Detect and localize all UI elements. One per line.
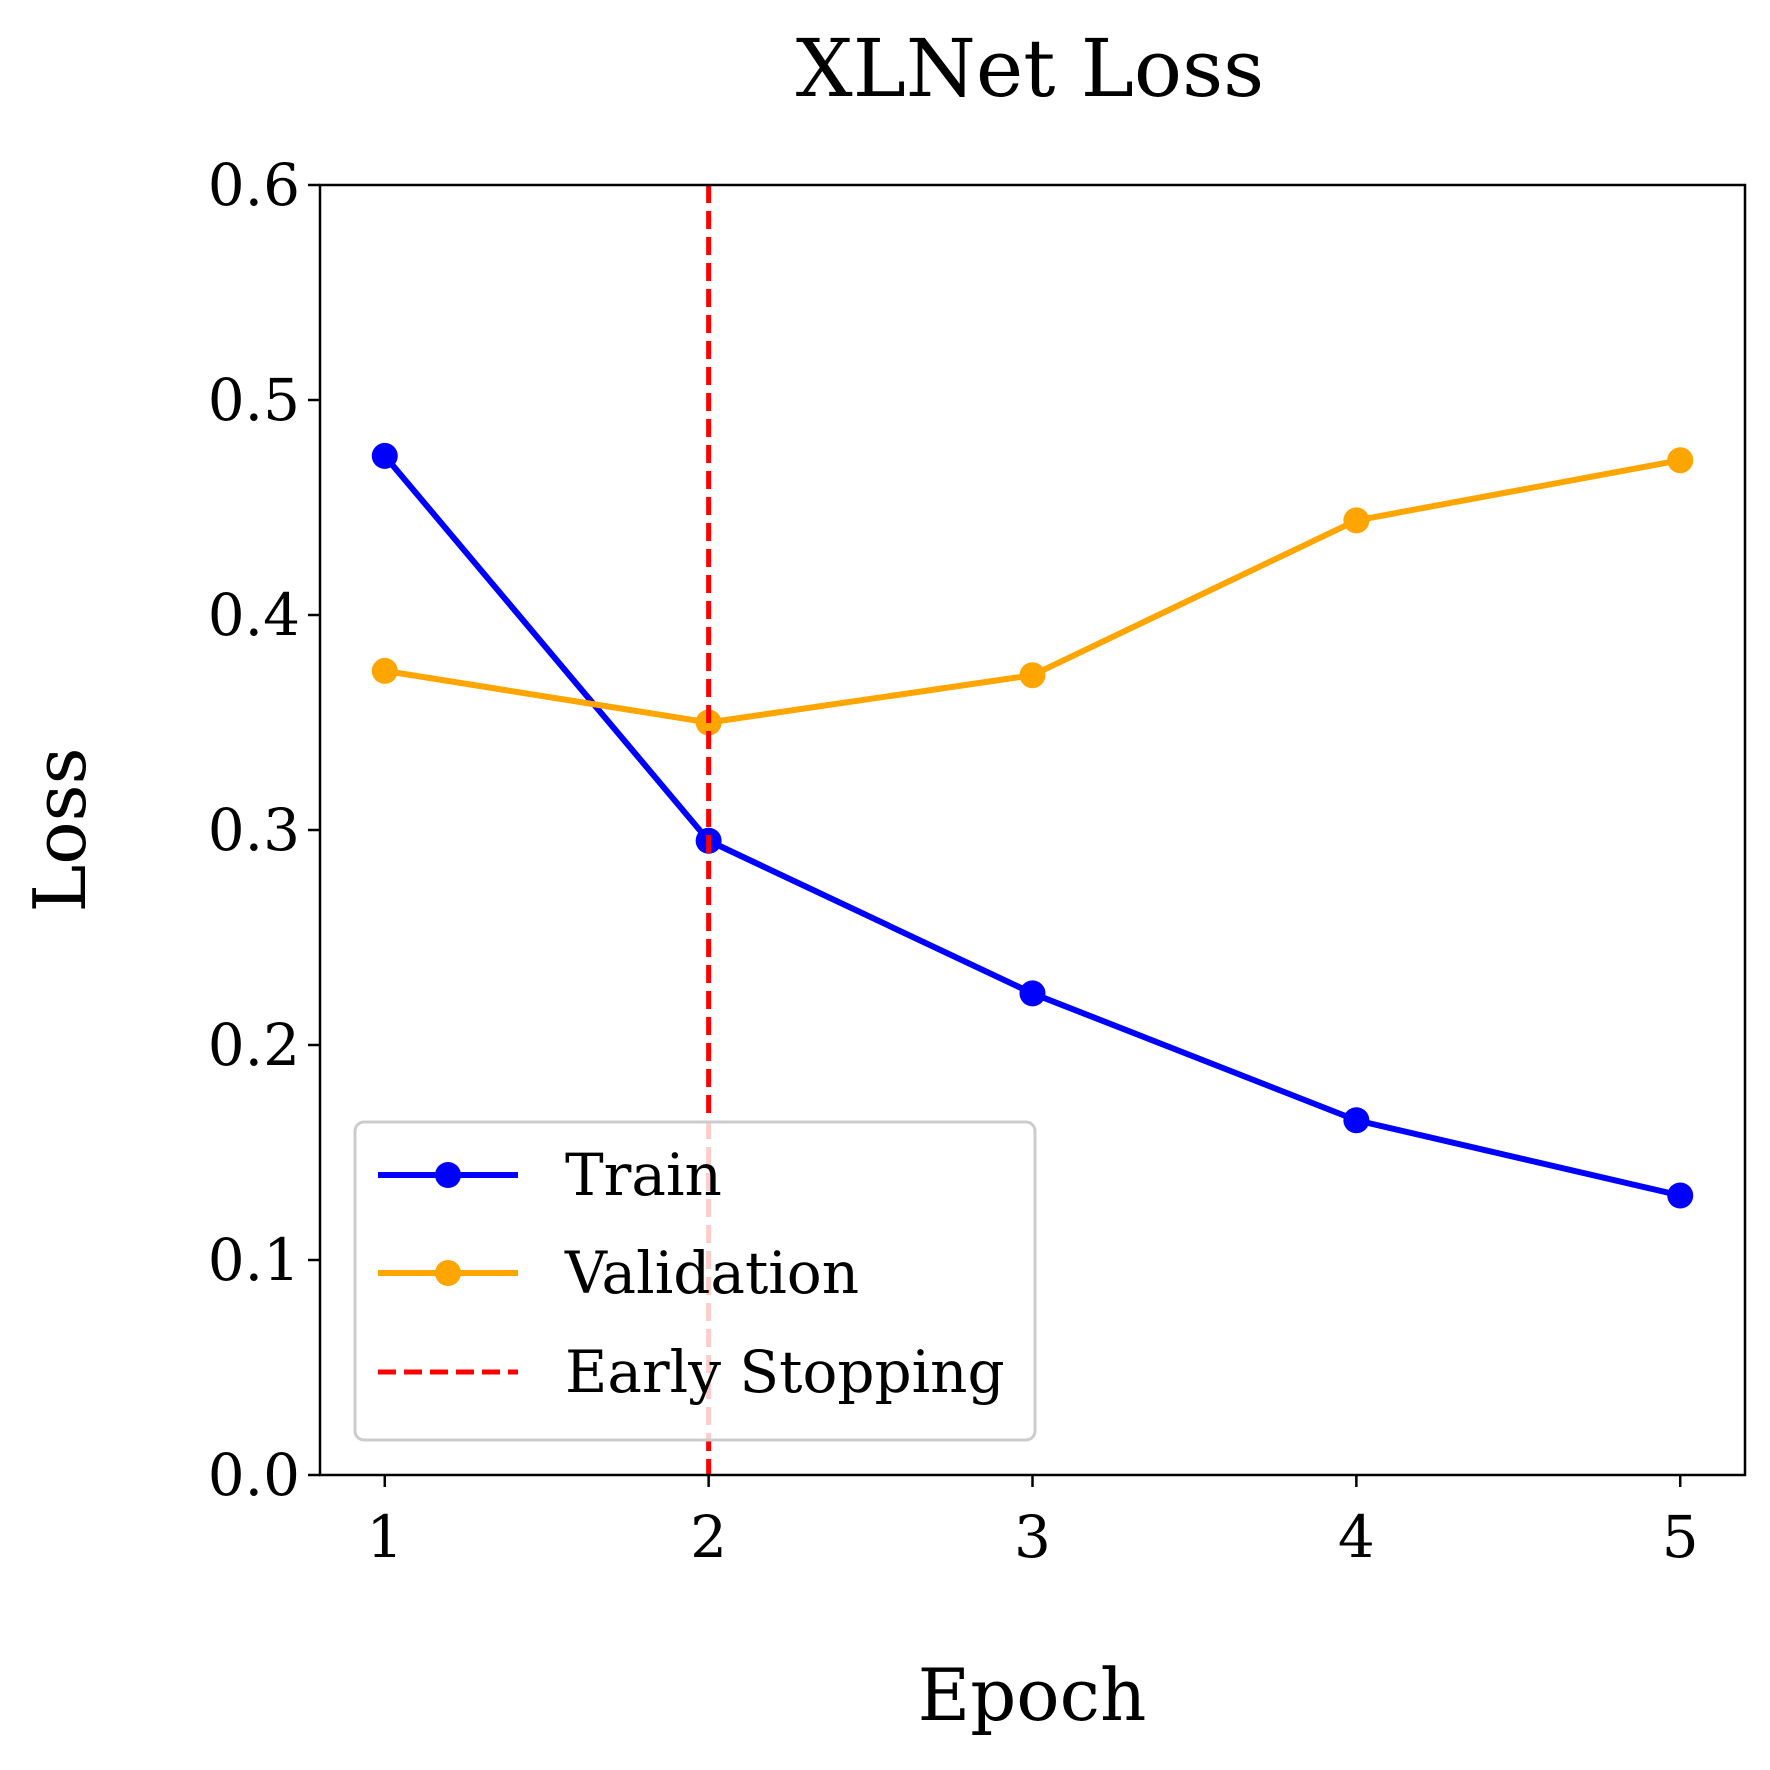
legend: Train Validation Early Stopping <box>353 1120 1037 1442</box>
data-point-train <box>1343 1107 1370 1134</box>
legend-train-label: Train <box>565 1141 722 1209</box>
x-tick-label: 4 <box>1338 1503 1375 1571</box>
legend-train-marker <box>435 1162 461 1188</box>
data-point-train <box>1019 980 1046 1007</box>
data-point-train <box>1667 1182 1694 1209</box>
axes-frame <box>318 183 1747 1477</box>
legend-item-validation: Validation <box>378 1239 859 1307</box>
plot-area <box>371 185 1694 1475</box>
x-tick-label: 2 <box>690 1503 727 1571</box>
x-axis-ticks: 1 2 3 4 5 <box>366 1475 1699 1571</box>
y-tick-label: 0.0 <box>208 1441 300 1509</box>
y-tick-label: 0.2 <box>208 1011 300 1079</box>
legend-validation-label: Validation <box>564 1239 859 1307</box>
y-tick-label: 0.5 <box>208 366 300 434</box>
legend-validation-marker <box>435 1260 461 1286</box>
legend-item-early-stopping: Early Stopping <box>378 1338 1005 1406</box>
data-point-validation <box>1667 447 1694 474</box>
x-tick-label: 3 <box>1014 1503 1051 1571</box>
x-tick-label: 5 <box>1662 1503 1699 1571</box>
x-axis-label: Epoch <box>918 1653 1147 1737</box>
y-axis-ticks: 0.0 0.1 0.2 0.3 0.4 0.5 0.6 <box>208 151 320 1509</box>
y-axis-label: Loss <box>18 747 102 912</box>
y-tick-label: 0.6 <box>208 151 300 219</box>
data-point-validation <box>1019 662 1046 689</box>
y-tick-label: 0.4 <box>208 581 300 649</box>
chart-title: XLNet Loss <box>796 22 1264 115</box>
legend-box <box>353 1120 1037 1442</box>
x-tick-label: 1 <box>366 1503 403 1571</box>
data-point-train <box>371 442 398 469</box>
legend-item-train: Train <box>378 1141 722 1209</box>
y-tick-label: 0.3 <box>208 796 300 864</box>
legend-early-stopping-label: Early Stopping <box>565 1338 1005 1406</box>
y-tick-label: 0.1 <box>208 1226 300 1294</box>
series-line-train <box>382 453 1681 1199</box>
data-point-validation <box>371 657 398 684</box>
data-point-validation <box>1343 507 1370 534</box>
